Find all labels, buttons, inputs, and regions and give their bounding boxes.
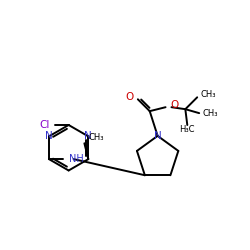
Text: N: N [154, 131, 162, 141]
Text: CH₃: CH₃ [202, 109, 218, 118]
Text: NH: NH [69, 154, 84, 164]
Text: H₃C: H₃C [180, 126, 195, 134]
Text: CH₃: CH₃ [88, 133, 104, 142]
Text: O: O [126, 92, 134, 102]
Text: Cl: Cl [40, 120, 50, 130]
Text: N: N [84, 131, 92, 141]
Text: CH₃: CH₃ [200, 90, 216, 99]
Text: N: N [45, 131, 53, 141]
Text: O: O [170, 100, 179, 110]
